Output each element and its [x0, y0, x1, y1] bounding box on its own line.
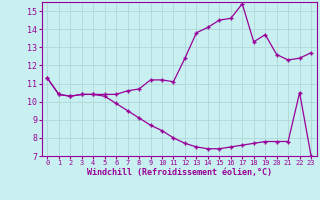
- X-axis label: Windchill (Refroidissement éolien,°C): Windchill (Refroidissement éolien,°C): [87, 168, 272, 177]
